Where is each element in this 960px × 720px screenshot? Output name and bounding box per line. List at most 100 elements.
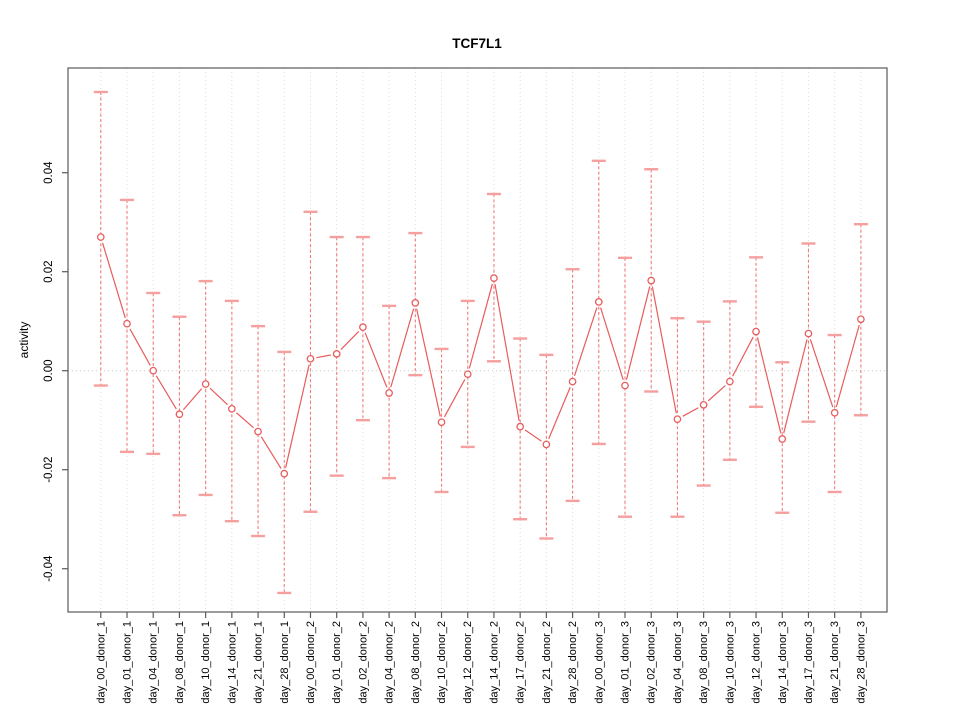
x-tick-label: day_12_donor_3 — [751, 621, 763, 704]
data-point-marker — [123, 319, 131, 328]
series-segment — [209, 387, 228, 406]
series-segment — [783, 339, 808, 434]
data-point-marker — [752, 327, 760, 336]
series-segment — [443, 379, 466, 418]
data-point-marker — [306, 354, 315, 363]
x-tick-label: day_28_donor_2 — [567, 621, 579, 704]
x-tick-label: day_04_donor_2 — [384, 621, 396, 704]
x-tick-label: day_08_donor_2 — [410, 621, 422, 704]
x-tick-label: day_21_donor_3 — [829, 621, 841, 704]
data-point-marker — [594, 298, 603, 306]
series-layer — [93, 90, 868, 595]
data-point-marker — [699, 401, 708, 409]
series-segment — [468, 283, 493, 369]
x-tick-label: day_12_donor_2 — [462, 621, 474, 704]
x-tick-label: day_28_donor_3 — [855, 621, 867, 704]
tick-label-layer: -0.04 -0.02 0.00 0.02 0.04 day_00_donor_1 day_… — [43, 161, 867, 704]
series-segment — [625, 286, 651, 380]
series-segment — [285, 364, 310, 468]
series-segment — [494, 283, 520, 421]
series-segment — [364, 332, 388, 388]
data-point-marker — [280, 469, 289, 478]
data-point-marker — [332, 350, 341, 358]
x-tick-label: day_10_donor_1 — [200, 621, 212, 704]
x-tick-label: day_02_donor_2 — [357, 621, 369, 704]
series-segment — [129, 328, 151, 366]
series-segment — [756, 337, 782, 434]
data-point-marker — [621, 381, 629, 390]
y-tick-label: -0.04 — [43, 555, 55, 582]
chart-title: TCF7L1 — [452, 36, 502, 51]
x-tick-label: day_08_donor_3 — [698, 621, 710, 704]
x-tick-label: day_10_donor_2 — [436, 621, 448, 704]
series-segment — [416, 308, 441, 417]
data-point-marker — [175, 410, 184, 419]
data-point-marker — [568, 377, 577, 386]
data-point-marker — [149, 366, 158, 375]
x-tick-label: day_02_donor_3 — [646, 621, 658, 704]
data-point-marker — [254, 427, 262, 436]
x-tick-label: day_10_donor_3 — [724, 621, 736, 704]
data-point-marker — [725, 377, 734, 386]
x-tick-label: day_21_donor_2 — [541, 621, 553, 704]
x-tick-label: day_08_donor_1 — [174, 621, 186, 704]
x-tick-label: day_04_donor_3 — [672, 621, 684, 704]
data-point-marker — [463, 370, 472, 379]
series-segment — [260, 436, 282, 469]
series-segment — [390, 308, 415, 388]
x-tick-label: day_14_donor_1 — [226, 621, 238, 704]
y-tick-label: -0.02 — [43, 457, 55, 483]
data-point-marker — [201, 380, 210, 388]
series-segment — [101, 242, 126, 319]
x-tick-label: day_21_donor_1 — [253, 621, 265, 704]
data-point-marker — [490, 274, 498, 282]
x-tick-label: day_01_donor_2 — [331, 621, 343, 704]
y-axis-title: activity — [17, 322, 31, 359]
series-segment — [235, 412, 254, 429]
x-tick-label: day_28_donor_1 — [279, 621, 291, 704]
series-segment — [809, 339, 834, 408]
data-point-marker — [778, 435, 787, 443]
series-segment — [340, 331, 360, 351]
series-segment — [573, 307, 598, 377]
series-segment — [316, 354, 331, 359]
data-point-marker — [228, 404, 236, 413]
data-point-marker — [96, 233, 105, 241]
data-point-marker — [647, 276, 656, 285]
data-point-marker — [542, 440, 551, 449]
x-tick-label: day_14_donor_2 — [488, 621, 500, 704]
x-tick-label: day_00_donor_2 — [305, 621, 317, 704]
data-point-marker — [437, 418, 446, 427]
y-tick-label: 0.04 — [43, 161, 55, 184]
series-segment — [155, 375, 177, 410]
x-tick-label: day_17_donor_2 — [515, 621, 527, 704]
x-tick-label: day_14_donor_3 — [777, 621, 789, 704]
x-tick-label: day_01_donor_3 — [620, 621, 632, 704]
data-point-marker — [830, 408, 839, 417]
data-point-marker — [857, 315, 865, 324]
y-tick-label: 0.02 — [43, 261, 55, 283]
series-segment — [182, 388, 203, 411]
series-segment — [651, 286, 677, 414]
data-point-marker — [804, 329, 813, 338]
x-tick-label: day_00_donor_3 — [593, 621, 605, 704]
series-segment — [548, 386, 571, 440]
data-point-marker — [359, 323, 367, 331]
series-segment — [600, 307, 624, 381]
x-tick-label: day_00_donor_1 — [95, 621, 107, 704]
series-segment — [707, 385, 726, 402]
series-segment — [732, 336, 754, 377]
data-point-marker — [673, 415, 682, 424]
x-tick-label: day_04_donor_1 — [148, 621, 160, 704]
y-tick-label: 0.00 — [43, 360, 55, 382]
series-segment — [524, 429, 542, 442]
axis-layer — [62, 67, 888, 618]
x-tick-label: day_17_donor_3 — [803, 621, 815, 704]
data-point-marker — [411, 299, 420, 307]
series-segment — [835, 324, 860, 408]
data-point-marker — [385, 389, 393, 397]
plot-border — [67, 67, 888, 613]
x-tick-label: day_01_donor_1 — [122, 621, 134, 704]
